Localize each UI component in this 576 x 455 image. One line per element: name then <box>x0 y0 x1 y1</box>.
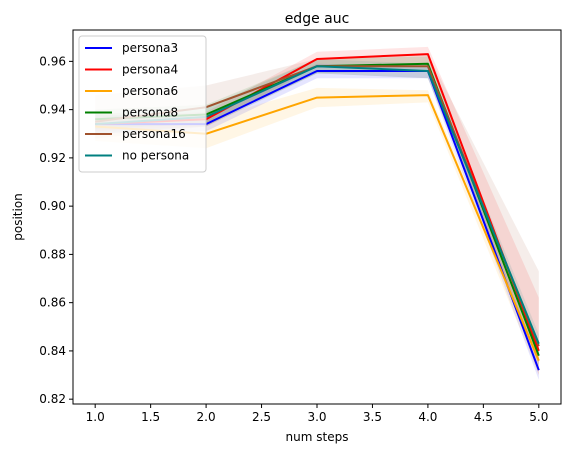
y-tick-label: 0.84 <box>39 344 66 358</box>
x-tick-label: 2.5 <box>252 410 271 424</box>
legend-label-persona4: persona4 <box>122 63 178 77</box>
y-tick-label: 0.94 <box>39 103 66 117</box>
x-tick-label: 3.5 <box>363 410 382 424</box>
y-tick-label: 0.92 <box>39 151 66 165</box>
x-tick-label: 1.5 <box>141 410 160 424</box>
y-tick-label: 0.96 <box>39 54 66 68</box>
chart-title: edge auc <box>285 11 350 27</box>
legend-label-persona8: persona8 <box>122 106 178 120</box>
x-tick-label: 4.5 <box>474 410 493 424</box>
x-tick-label: 5.0 <box>529 410 548 424</box>
x-tick-label: 4.0 <box>418 410 437 424</box>
y-axis-ticks: 0.82 0.84 0.86 0.88 0.90 0.92 0.94 0.96 <box>39 54 73 406</box>
x-tick-label: 1.0 <box>86 410 105 424</box>
y-tick-label: 0.88 <box>39 247 66 261</box>
y-tick-label: 0.86 <box>39 296 66 310</box>
legend-label-no-persona: no persona <box>122 149 189 163</box>
legend: persona3 persona4 persona6 persona8 persona1… <box>78 35 207 173</box>
y-axis-label: position <box>11 193 25 241</box>
y-tick-label: 0.82 <box>39 392 66 406</box>
y-tick-label: 0.90 <box>39 199 66 213</box>
x-tick-label: 2.0 <box>197 410 216 424</box>
legend-label-persona16: persona16 <box>122 127 186 141</box>
x-axis-label: num steps <box>286 430 349 444</box>
x-tick-label: 3.0 <box>307 410 326 424</box>
x-axis-ticks: 1.0 1.5 2.0 2.5 3.0 3.5 4.0 4.5 5.0 <box>86 404 548 424</box>
legend-label-persona6: persona6 <box>122 84 178 98</box>
legend-label-persona3: persona3 <box>122 41 178 55</box>
